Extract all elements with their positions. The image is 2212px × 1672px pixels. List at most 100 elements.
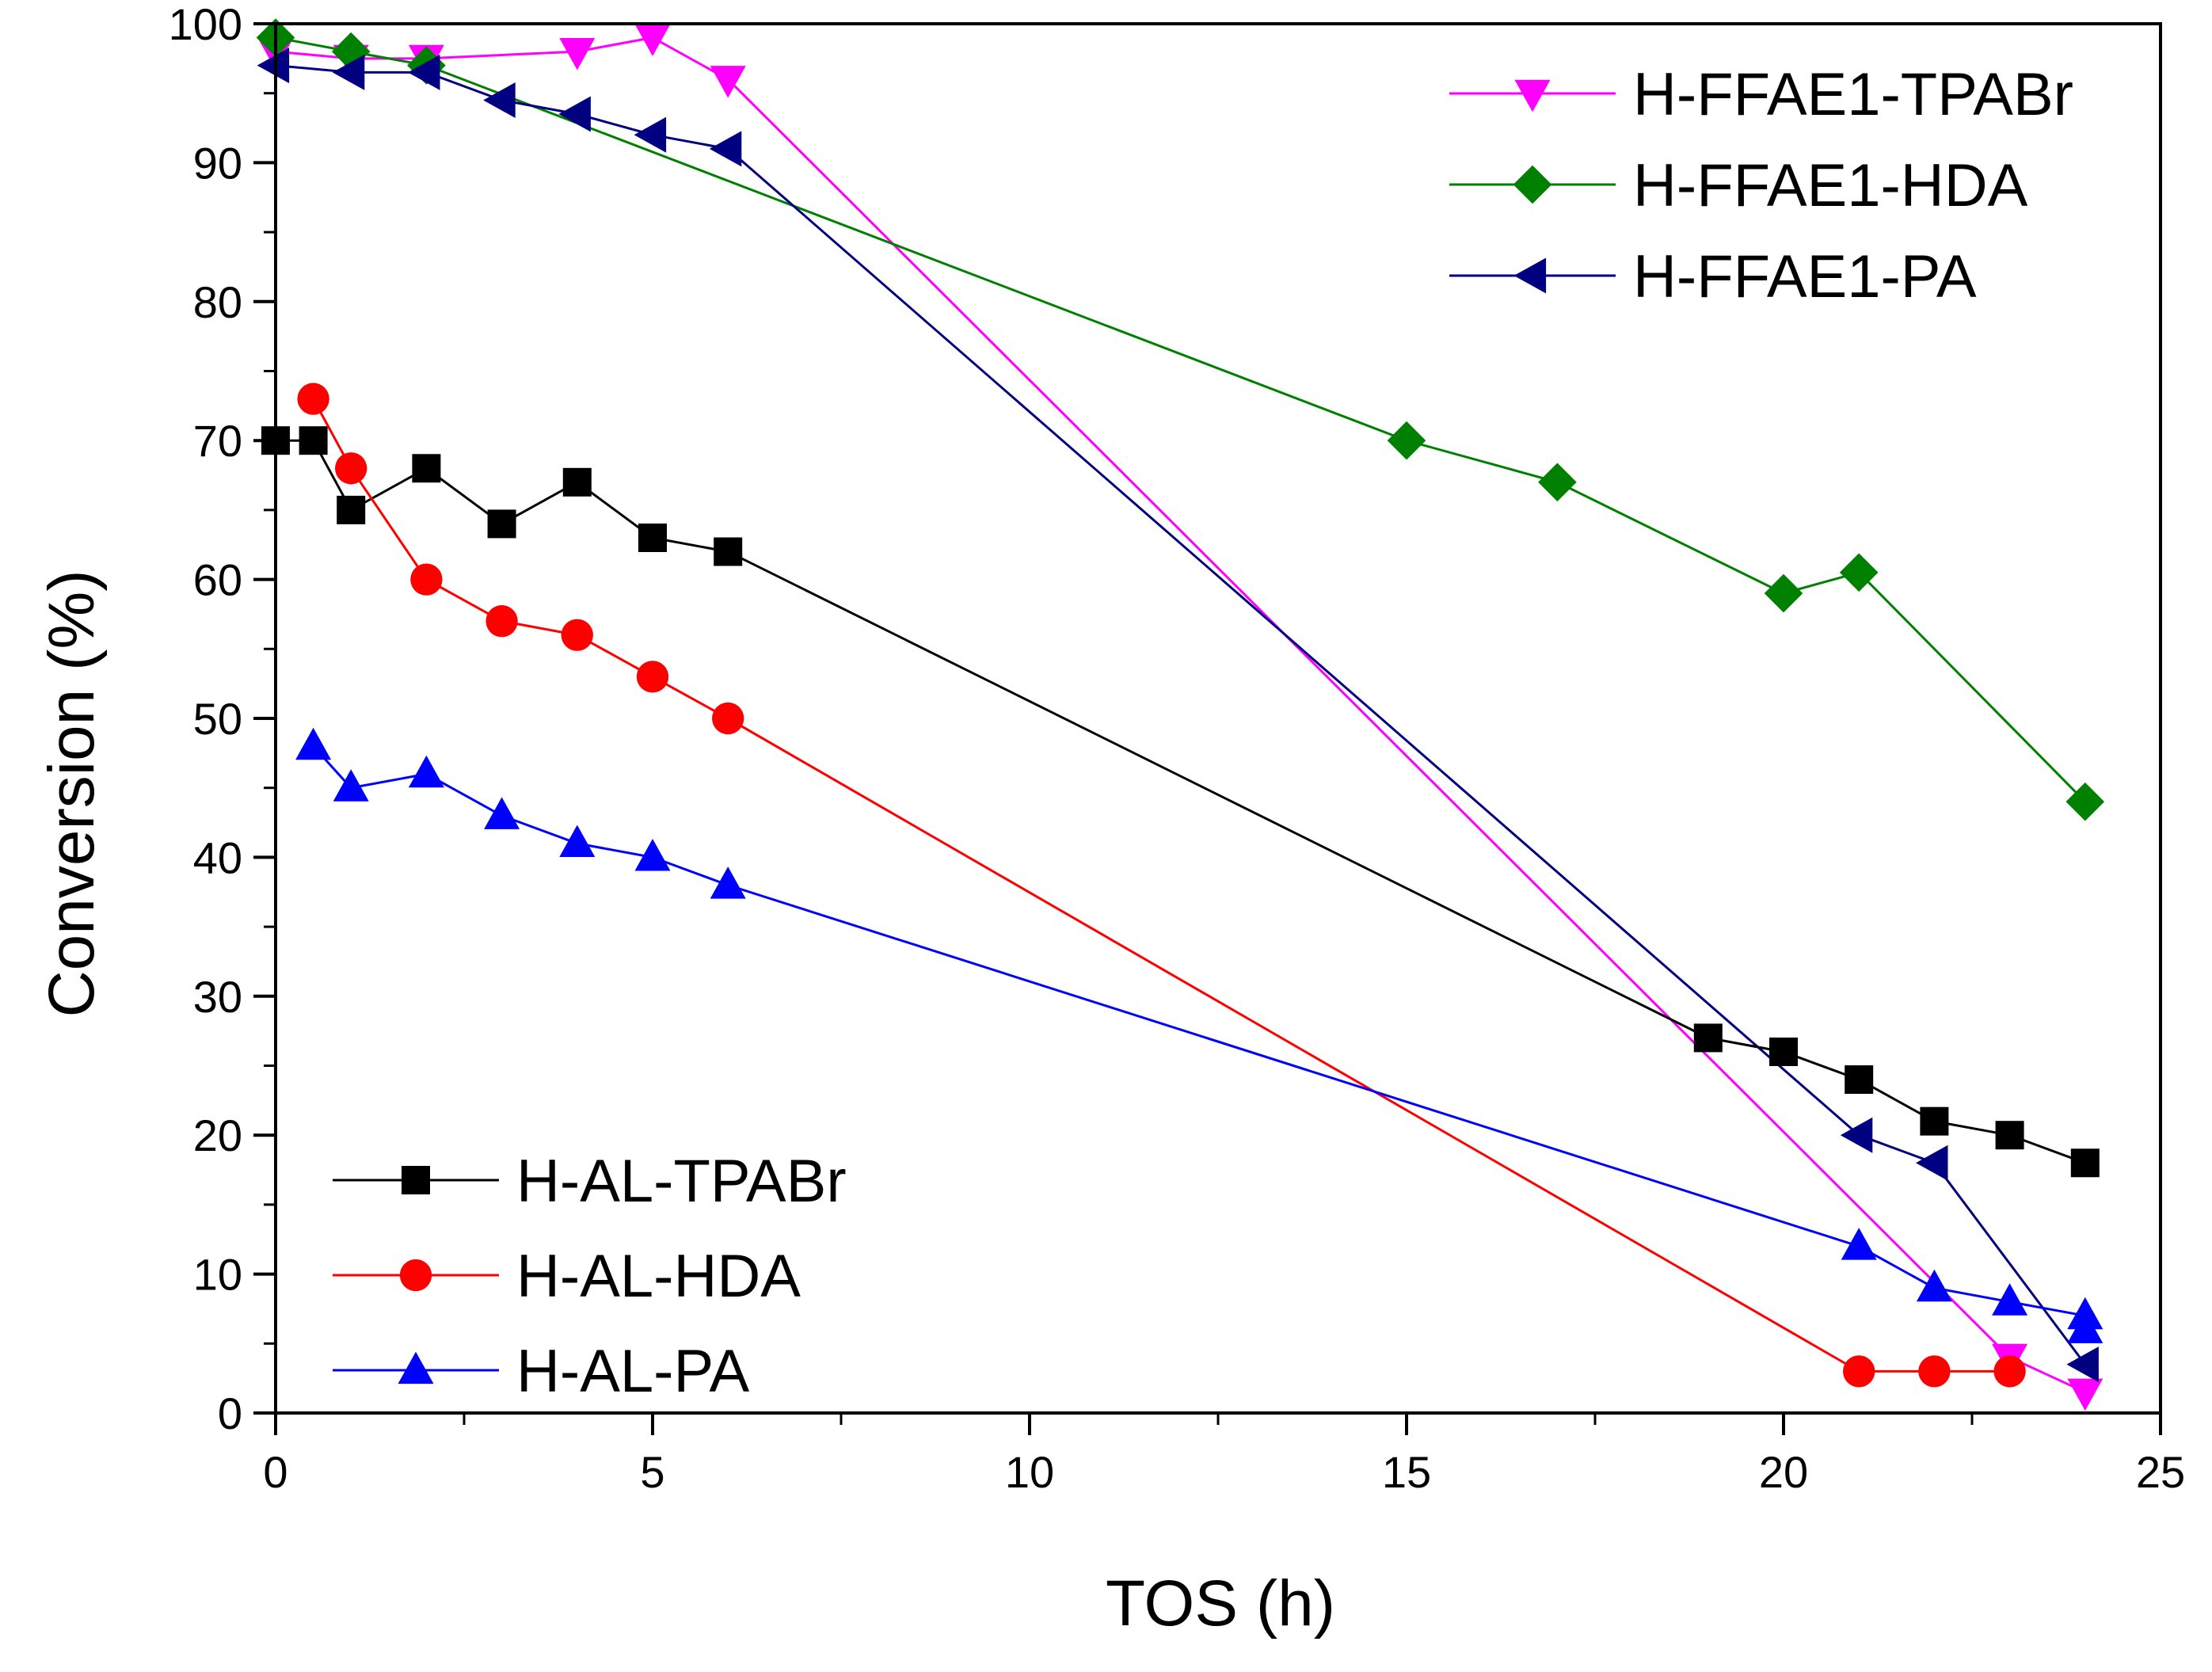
- series-line-h-al-pa: [312, 745, 2087, 1330]
- x-tick-label: 5: [640, 1447, 664, 1497]
- data-point-h-al-tpabr: [412, 454, 441, 483]
- data-point-h-al-pa: [295, 727, 332, 760]
- data-point-h-al-hda: [335, 452, 367, 485]
- data-point-h-ffae1-pa: [483, 82, 516, 118]
- data-point-h-al-pa: [408, 755, 444, 788]
- data-point-h-al-pa: [559, 825, 596, 857]
- data-point-h-al-hda: [561, 619, 593, 651]
- legend-marker-h-al-hda: [399, 1259, 432, 1292]
- y-tick-label: 20: [193, 1110, 242, 1160]
- y-tick-label: 100: [169, 0, 242, 49]
- legend-label-h-ffae1-tpabr: H-FFAE1-TPABr: [1633, 61, 2073, 128]
- data-point-h-al-tpabr: [638, 523, 667, 552]
- data-point-h-ffae1-pa: [558, 96, 591, 132]
- data-point-h-ffae1-hda: [1538, 463, 1577, 502]
- data-point-h-al-tpabr: [299, 426, 328, 455]
- data-point-h-ffae1-pa: [408, 54, 440, 90]
- data-point-h-ffae1-hda: [1764, 573, 1803, 613]
- data-point-h-al-pa: [1841, 1228, 1877, 1260]
- legend-label-h-al-tpabr: H-AL-TPABr: [516, 1148, 847, 1215]
- data-point-h-al-hda: [1843, 1355, 1875, 1388]
- legend-marker-h-al-pa: [398, 1351, 434, 1384]
- series-h-al-pa: [295, 727, 2103, 1343]
- data-point-h-al-tpabr: [1845, 1065, 1874, 1095]
- y-tick-label: 60: [193, 555, 242, 605]
- data-point-h-al-pa: [1992, 1283, 2028, 1316]
- legend-label-h-al-hda: H-AL-HDA: [516, 1243, 801, 1310]
- data-point-h-al-tpabr: [562, 467, 592, 497]
- series-line-h-ffae1-pa: [275, 64, 2087, 1365]
- y-tick-label: 90: [193, 138, 242, 188]
- data-point-h-al-pa: [634, 839, 671, 871]
- data-point-h-ffae1-pa: [1840, 1117, 1873, 1153]
- data-point-h-al-tpabr: [1920, 1106, 1949, 1136]
- y-tick-label: 30: [193, 972, 242, 1022]
- x-tick-label: 15: [1382, 1447, 1431, 1497]
- data-point-h-al-tpabr: [337, 495, 366, 524]
- y-axis-title: Conversion (%): [36, 569, 108, 1017]
- data-point-h-al-hda: [712, 702, 744, 735]
- x-tick-label: 10: [1005, 1447, 1054, 1497]
- legend-label-h-ffae1-pa: H-FFAE1-PA: [1633, 243, 1977, 310]
- x-tick-label: 0: [263, 1447, 287, 1497]
- legend-item-h-al-tpabr: H-AL-TPABr: [333, 1148, 847, 1215]
- y-tick-label: 80: [193, 277, 242, 327]
- x-tick-label: 25: [2136, 1447, 2185, 1497]
- data-point-h-ffae1-pa: [634, 116, 667, 153]
- legend-item-h-al-hda: H-AL-HDA: [333, 1243, 801, 1310]
- legend-label-h-ffae1-hda: H-FFAE1-HDA: [1633, 152, 2028, 219]
- axes-layer: 0 5 10 15 20 25 0 10 20 30 40 50 60 70 80 90 100: [169, 0, 2186, 1497]
- legend-label-h-al-pa: H-AL-PA: [516, 1338, 750, 1405]
- data-point-h-ffae1-hda: [2065, 782, 2105, 821]
- series-h-al-hda: [297, 383, 2026, 1388]
- data-point-h-al-hda: [1918, 1355, 1951, 1388]
- legend-marker-h-al-tpabr: [402, 1166, 430, 1194]
- x-axis-title: TOS (h): [1106, 1567, 1335, 1640]
- data-point-h-ffae1-tpabr: [710, 66, 746, 98]
- series-line-h-al-hda: [312, 398, 2010, 1373]
- data-point-h-ffae1-pa: [2066, 1346, 2099, 1383]
- data-point-h-al-tpabr: [1693, 1023, 1723, 1053]
- data-point-h-al-pa: [710, 866, 746, 899]
- data-point-h-ffae1-hda: [1839, 553, 1879, 592]
- legend-item-h-ffae1-tpabr: H-FFAE1-TPABr: [1449, 61, 2073, 128]
- data-point-h-al-hda: [1993, 1355, 2026, 1388]
- data-point-h-al-pa: [484, 797, 520, 829]
- y-tick-label: 0: [218, 1388, 242, 1438]
- data-point-h-ffae1-pa: [709, 131, 742, 167]
- y-tick-label: 10: [193, 1250, 242, 1300]
- data-point-h-ffae1-tpabr: [2067, 1378, 2103, 1411]
- data-point-h-ffae1-tpabr: [559, 38, 596, 70]
- data-point-h-ffae1-pa: [1916, 1145, 1948, 1181]
- legend-top-right: H-FFAE1-TPABr H-FFAE1-HDA H-FFAE1-PA: [1449, 61, 2073, 310]
- data-point-h-al-tpabr: [487, 509, 516, 539]
- series-h-al-tpabr: [261, 426, 2100, 1178]
- legend-item-h-ffae1-hda: H-FFAE1-HDA: [1449, 152, 2028, 219]
- legend-bottom-left: H-AL-TPABr H-AL-HDA H-AL-PA: [333, 1148, 847, 1405]
- data-point-h-al-tpabr: [714, 537, 743, 566]
- x-tick-label: 20: [1759, 1447, 1808, 1497]
- data-point-h-al-hda: [410, 563, 443, 596]
- data-point-h-ffae1-tpabr: [634, 24, 671, 56]
- data-point-h-al-hda: [636, 661, 669, 693]
- data-point-h-al-pa: [1916, 1269, 1952, 1302]
- data-point-h-al-tpabr: [1995, 1121, 2024, 1150]
- y-tick-label: 70: [193, 416, 242, 466]
- data-point-h-al-pa: [333, 769, 369, 802]
- legend-marker-h-ffae1-pa: [1513, 257, 1547, 294]
- legend-marker-h-ffae1-tpabr: [1514, 79, 1551, 112]
- series-layer: [256, 18, 2105, 1411]
- data-point-h-al-hda: [485, 605, 518, 638]
- data-point-h-ffae1-hda: [1387, 421, 1426, 460]
- y-tick-label: 40: [193, 832, 242, 882]
- legend-item-h-al-pa: H-AL-PA: [333, 1338, 750, 1405]
- data-point-h-al-tpabr: [1769, 1037, 1798, 1066]
- data-point-h-al-pa: [2067, 1311, 2103, 1343]
- data-point-h-ffae1-pa: [257, 48, 290, 84]
- legend-item-h-ffae1-pa: H-FFAE1-PA: [1449, 243, 1977, 310]
- legend-marker-h-ffae1-hda: [1513, 165, 1552, 204]
- y-tick-label: 50: [193, 694, 242, 744]
- series-h-ffae1-pa: [257, 48, 2099, 1383]
